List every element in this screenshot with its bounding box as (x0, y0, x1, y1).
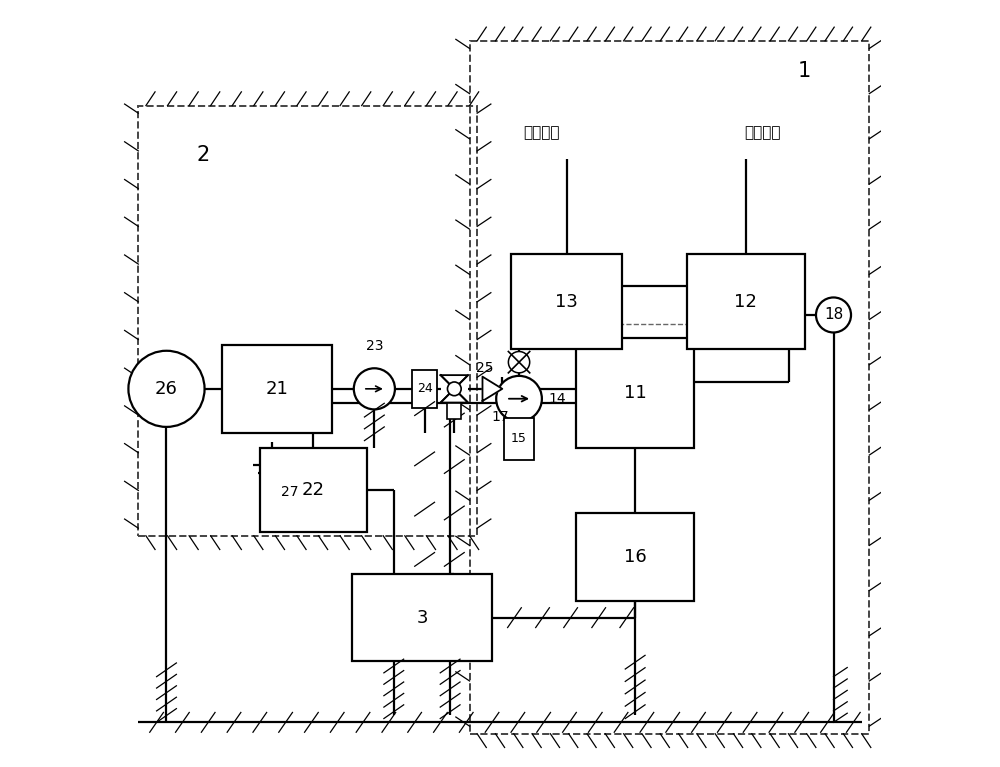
Text: 25: 25 (476, 361, 493, 375)
Text: 氢气纯化: 氢气纯化 (744, 125, 781, 140)
Circle shape (816, 298, 851, 332)
Bar (576, 337, 694, 448)
Text: 氧气放空: 氧气放空 (524, 125, 560, 140)
Circle shape (508, 351, 530, 373)
Text: 1: 1 (798, 61, 811, 81)
Text: 27: 27 (281, 485, 299, 499)
Bar (687, 254, 805, 349)
Text: 2: 2 (196, 145, 210, 165)
Text: 12: 12 (734, 293, 757, 311)
Bar (447, 403, 461, 420)
Text: 23: 23 (366, 339, 383, 353)
Text: 24: 24 (417, 382, 432, 395)
Circle shape (447, 382, 461, 396)
Text: 26: 26 (155, 380, 178, 398)
Text: 11: 11 (624, 384, 647, 402)
Bar (504, 418, 534, 459)
Bar (138, 106, 477, 536)
Text: 15: 15 (511, 433, 527, 445)
Bar (470, 41, 869, 734)
Bar (441, 375, 468, 403)
Bar (412, 370, 437, 408)
Bar (222, 345, 332, 433)
Bar (576, 513, 694, 601)
Text: 18: 18 (824, 308, 843, 322)
Text: 21: 21 (266, 380, 289, 398)
Circle shape (496, 376, 542, 422)
Circle shape (354, 368, 395, 410)
Bar (511, 254, 622, 349)
Text: 17: 17 (491, 410, 509, 424)
Text: 22: 22 (302, 481, 325, 499)
Text: 14: 14 (548, 392, 566, 406)
Circle shape (128, 351, 205, 427)
Polygon shape (482, 377, 502, 401)
Bar (260, 448, 367, 532)
Text: 16: 16 (624, 548, 647, 566)
Text: 13: 13 (555, 293, 578, 311)
Bar (352, 574, 492, 661)
Text: 3: 3 (416, 609, 428, 627)
